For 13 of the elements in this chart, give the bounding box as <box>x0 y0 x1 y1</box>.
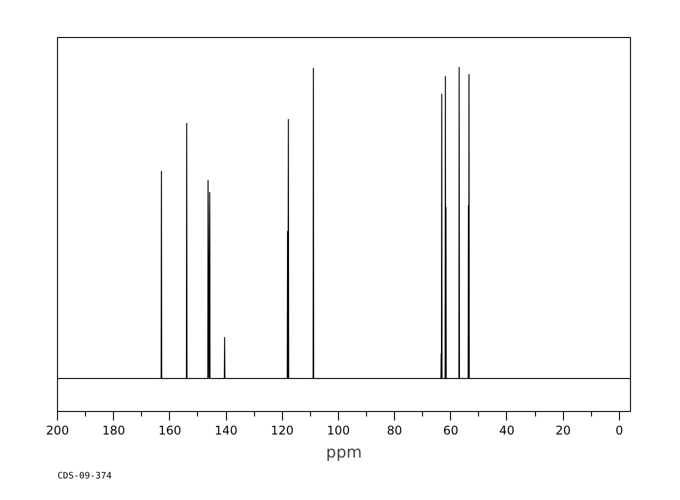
x-tick-label: 20 <box>555 424 571 438</box>
x-tick-label: 0 <box>615 424 624 438</box>
x-tick-label: 100 <box>326 424 350 438</box>
x-tick-label: 160 <box>158 424 182 438</box>
x-tick-label: 80 <box>386 424 402 438</box>
x-tick-label: 120 <box>270 424 294 438</box>
x-tick-label: 200 <box>46 424 69 438</box>
x-tick-label: 40 <box>499 424 515 438</box>
x-tick-label: 60 <box>443 424 458 438</box>
x-tick-label: 180 <box>102 424 126 438</box>
text: CDS-09-374 <box>58 472 112 482</box>
x-tick-label: 140 <box>214 424 238 438</box>
x-axis-title: ppm <box>326 442 362 462</box>
